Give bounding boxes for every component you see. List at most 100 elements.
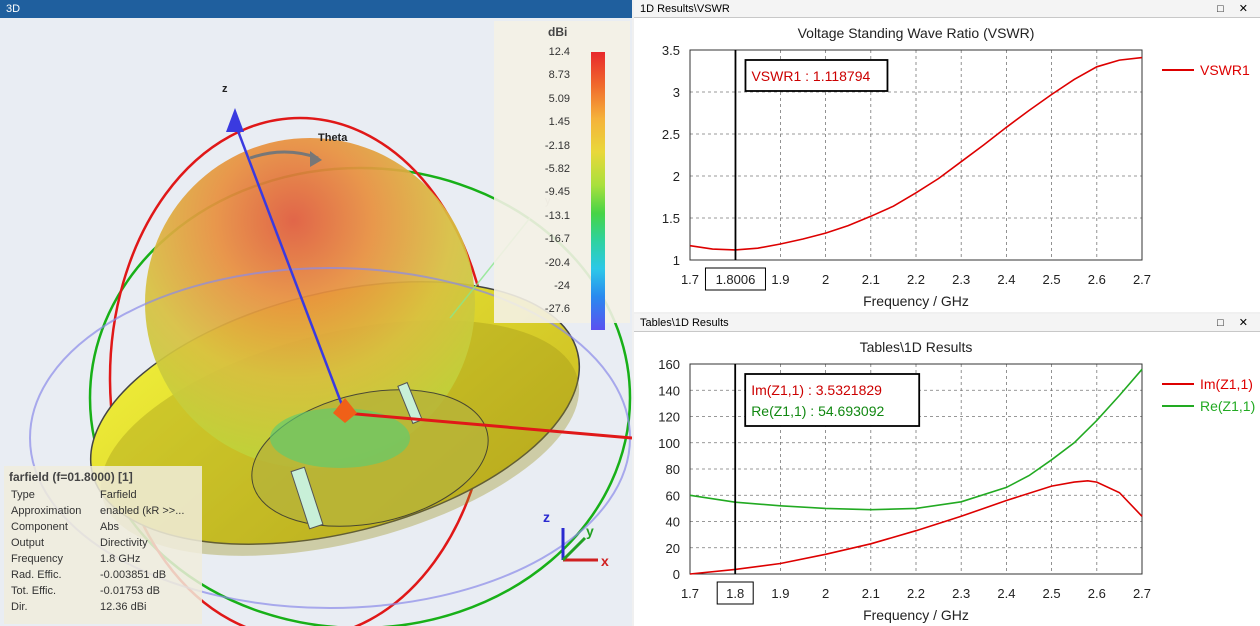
y-tick-label: 120: [658, 410, 680, 425]
info-key: Rad. Effic.: [11, 569, 62, 581]
info-key: Dir.: [11, 601, 28, 613]
colorbar-tick-label: 8.73: [548, 69, 570, 82]
x-tick-label: 2.6: [1088, 586, 1106, 601]
colorbar-tick-label: -5.82: [544, 163, 570, 175]
info-value: -0.01753 dB: [100, 585, 160, 597]
vswr-window-buttons[interactable]: □ ✕: [1217, 3, 1254, 15]
info-value: Directivity: [100, 537, 148, 549]
farfield-info-row: Frequency 1.8 GHz: [4, 551, 202, 567]
info-key: Type: [11, 489, 35, 501]
x-axis-label: Frequency / GHz: [863, 607, 969, 623]
y-tick-label: 60: [666, 488, 680, 503]
marker-label: 1.8006: [716, 272, 756, 287]
svg-text:y: y: [586, 523, 594, 539]
colorbar-tick-label: 12.4: [548, 46, 570, 58]
impedance-chart[interactable]: Tables\1D Results 0 20 40 60 80 100 120 140 160 1.…: [634, 332, 1260, 626]
farfield-info-title: farfield (f=01.8000) [1]: [9, 470, 133, 484]
marker-annotation-text: Re(Z1,1) : 54.693092: [751, 403, 884, 419]
x-tick-label: 2.1: [862, 272, 880, 287]
impedance-window-title: Tables\1D Results: [640, 317, 729, 329]
x-tick-label: 1.9: [771, 586, 789, 601]
antenna-feed: [290, 466, 324, 530]
x-tick-label: 2.2: [907, 272, 925, 287]
info-key: Frequency: [11, 553, 63, 565]
colorbar-gradient: [591, 52, 605, 330]
farfield-3d-view[interactable]: 3D: [0, 0, 632, 626]
view-tab-3d[interactable]: 3D: [6, 3, 21, 15]
impedance-window-buttons[interactable]: □ ✕: [1217, 317, 1254, 329]
info-value: 12.36 dBi: [100, 601, 147, 613]
vswr-chart[interactable]: Voltage Standing Wave Ratio (VSWR) 1 1.5 2 2…: [634, 18, 1260, 312]
series-line: [689, 56, 1143, 251]
colorbar-tick-label: 5.09: [548, 92, 570, 105]
x-tick-label: 2.5: [1043, 586, 1061, 601]
theta-label: Theta: [318, 132, 348, 144]
impedance-window-titlebar[interactable]: Tables\1D Results □ ✕: [634, 314, 1260, 332]
info-key: Tot. Effic.: [11, 585, 57, 597]
colorbar-tick-label: 1.45: [548, 116, 570, 129]
farfield-scene[interactable]: z Theta y z y x: [0, 18, 632, 626]
colorbar-tick-label: -24: [554, 280, 570, 292]
farfield-info-row: Rad. Effic. -0.003851 dB: [4, 567, 202, 583]
farfield-info-row: Tot. Effic. -0.01753 dB: [4, 583, 202, 599]
impedance-result-window[interactable]: Tables\1D Results □ ✕ Tables\1D Results 0…: [634, 314, 1260, 626]
info-key: Output: [11, 537, 45, 549]
chart-title: Tables\1D Results: [860, 339, 973, 355]
x-axis-line: [344, 411, 632, 440]
x-tick-label: 2.2: [907, 586, 925, 601]
marker-label-box: [704, 267, 766, 291]
y-tick-label: 0: [673, 567, 680, 582]
series-line: [689, 368, 1143, 511]
colorbar-unit: dBi: [548, 25, 568, 39]
directivity-colorbar: dBi 12.4 8.73 5.09 1.45 -2.18 -5.82 -9.45 -13.1…: [494, 21, 630, 330]
farfield-info-row: Component Abs: [4, 519, 202, 535]
y-tick-label: 80: [666, 462, 680, 477]
x-tick-label: 1.7: [681, 586, 699, 601]
farfield-info-panel: farfield (f=01.8000) [1] Type Farfield App…: [4, 466, 202, 624]
y-tick-label: 3: [673, 85, 680, 100]
series-line: [689, 479, 1143, 575]
theta-arrow: [310, 151, 322, 167]
x-tick-label: 2.4: [997, 272, 1015, 287]
x-tick-label: 2.6: [1088, 272, 1106, 287]
x-tick-label: 2.3: [952, 272, 970, 287]
info-value: enabled (kR >>...: [100, 505, 185, 517]
legend-entry: VSWR1: [1200, 62, 1250, 78]
x-tick-label: 1.9: [771, 272, 789, 287]
plot-frame: [689, 49, 1143, 261]
view-tab-bar[interactable]: 3D: [0, 0, 632, 18]
svg-text:z: z: [543, 509, 550, 525]
inner-lobe-green: [270, 408, 410, 468]
farfield-info-row: Dir. 12.36 dBi: [4, 599, 202, 615]
y-tick-label: 1: [673, 253, 680, 268]
info-value: Farfield: [100, 489, 137, 501]
plot-frame: [689, 363, 1143, 575]
y-tick-label: 2: [673, 169, 680, 184]
vswr-window-titlebar[interactable]: 1D Results\VSWR □ ✕: [634, 0, 1260, 18]
x-tick-label: 2.3: [952, 586, 970, 601]
z-axis-line: [233, 122, 347, 414]
x-axis-label: Frequency / GHz: [863, 293, 969, 309]
y-tick-label: 140: [658, 383, 680, 398]
farfield-info-row: Output Directivity: [4, 535, 202, 551]
colorbar-tick-label: -2.18: [544, 139, 570, 152]
antenna-element: [397, 381, 423, 425]
info-value: 1.8 GHz: [100, 553, 141, 565]
x-tick-label: 2: [822, 272, 829, 287]
x-tick-label: 1.7: [681, 272, 699, 287]
chart-title: Voltage Standing Wave Ratio (VSWR): [798, 25, 1035, 41]
y-tick-label: 40: [666, 515, 680, 530]
vswr-result-window[interactable]: 1D Results\VSWR □ ✕ Voltage Standing Wav…: [634, 0, 1260, 312]
marker-annotation-box: [744, 59, 889, 92]
x-tick-label: 2.1: [862, 586, 880, 601]
legend-entry: Im(Z1,1): [1200, 376, 1253, 392]
farfield-info-row: Type Farfield: [4, 487, 202, 503]
y-tick-label: 100: [658, 436, 680, 451]
y-tick-label: 3.5: [662, 43, 680, 58]
svg-text:x: x: [601, 553, 609, 569]
marker-annotation-text: VSWR1 : 1.118794: [751, 68, 870, 84]
colorbar-tick-label: -13.1: [544, 209, 570, 222]
x-tick-label: 2.7: [1133, 586, 1151, 601]
orientation-triad: z y x: [543, 509, 609, 569]
x-tick-label: 2.5: [1043, 272, 1061, 287]
